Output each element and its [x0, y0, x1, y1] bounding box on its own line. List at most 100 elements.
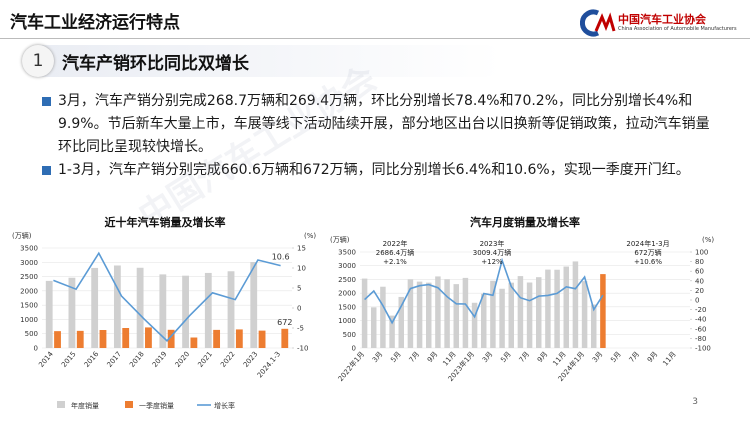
bar: [145, 327, 152, 348]
bar: [545, 269, 551, 348]
bar: [227, 271, 235, 348]
bar: [490, 280, 496, 348]
bar: [235, 329, 243, 348]
x-tick-label: 2016: [83, 350, 101, 369]
x-tick-label: 2024.1-3: [256, 350, 282, 379]
annotation: +10.6%: [634, 258, 662, 266]
y-tick-label: 2500: [338, 276, 356, 284]
y-tick-label: 3500: [338, 249, 356, 257]
x-tick-label: 2017: [105, 350, 123, 369]
y-tick-label: 1000: [338, 317, 356, 325]
bar: [68, 277, 76, 348]
bar: [572, 261, 579, 348]
x-tick-label: 2022: [219, 350, 237, 369]
annotation: 672万辆: [634, 248, 661, 257]
charts: 近十年汽车销量及增长率 (万辆) (%) 0 500 1000 1500 2000 2500 30…: [12, 215, 714, 410]
logo-text: 中国汽车工业协会: [618, 13, 706, 26]
x-tick-label: 3月: [591, 350, 605, 364]
y-tick-label: 3500: [20, 245, 38, 253]
x-tick-label: 5月: [609, 350, 623, 364]
bar: [371, 307, 377, 348]
bar: [91, 267, 99, 348]
y-tick-label: 500: [25, 330, 38, 338]
y2-tick-label: 5: [297, 285, 301, 293]
y-axis-label: (万辆): [330, 235, 350, 244]
x-tick-label: 2020: [174, 350, 192, 369]
line: [364, 257, 604, 325]
x-tick-label: 2021: [196, 350, 214, 369]
legend-swatch: [57, 401, 65, 408]
bar: [581, 281, 588, 348]
bar: [407, 279, 414, 348]
x-tick-label: 2018: [128, 350, 146, 369]
bar: [444, 279, 450, 348]
bullet: 1-3月，汽车产销分别完成660.6万辆和672万辆，同比分别增长6.4%和10…: [42, 159, 722, 182]
x-tick-label: 7月: [518, 350, 532, 364]
bar: [499, 288, 505, 348]
bar: [99, 330, 107, 348]
bar: [361, 278, 368, 348]
y2-tick-label: 20: [695, 287, 704, 295]
section-number: 1: [22, 45, 54, 77]
bar: [453, 284, 459, 348]
x-tick-label: 5月: [499, 350, 513, 364]
legend-swatch: [125, 401, 133, 408]
y2-tick-label: -100: [695, 345, 711, 353]
bullet-list: 3月，汽车产销分别完成268.7万辆和269.4万辆，环比分别增长78.4%和7…: [42, 90, 722, 182]
annotation: +2.1%: [383, 258, 407, 266]
bar: [258, 330, 266, 348]
x-tick-label: 2019: [151, 350, 169, 369]
y-tick-label: 1500: [338, 303, 356, 311]
y2-axis-label: (%): [304, 232, 316, 240]
legend-label: 年度销量: [71, 401, 99, 410]
x-tick-label: 9月: [426, 350, 440, 364]
bar: [471, 302, 478, 348]
bar: [554, 269, 560, 348]
y-tick-label: 2000: [338, 290, 356, 298]
x-tick-label: 9月: [536, 350, 550, 364]
x-tick-label: 11月: [441, 350, 457, 367]
data-label: 10.6: [272, 253, 290, 262]
y2-tick-label: 80: [695, 258, 704, 266]
chart-title: 近十年汽车销量及增长率: [105, 215, 226, 229]
x-tick-label: 2022年1月: [336, 350, 366, 384]
y-tick-label: 500: [343, 331, 356, 339]
y-tick-label: 3000: [338, 262, 356, 270]
y2-tick-label: -10: [297, 345, 308, 353]
annotation: 2024年1-3月: [626, 239, 669, 248]
section-title: 汽车产销环比同比双增长: [62, 54, 249, 74]
line: [53, 251, 281, 342]
bar: [167, 329, 175, 348]
logo-subtext: China Association of Automobile Manufact…: [618, 26, 737, 32]
x-tick-label: 3月: [481, 350, 495, 364]
bar: [76, 330, 84, 348]
x-tick-label: 2023: [242, 350, 260, 369]
annotation: 2022年: [383, 239, 408, 248]
bar: [591, 304, 597, 348]
y2-tick-label: 100: [695, 249, 708, 257]
x-tick-label: 9月: [646, 350, 660, 364]
x-tick-label: 11月: [551, 350, 567, 367]
bar: [600, 274, 606, 348]
bar: [190, 337, 198, 348]
y-tick-label: 1000: [20, 316, 38, 324]
data-label: 672: [277, 318, 292, 327]
logo-icon: [580, 9, 616, 37]
slide-title: 汽车工业经济运行特点: [10, 13, 180, 33]
y-tick-label: 3000: [20, 259, 38, 267]
bar: [250, 262, 258, 348]
bar: [416, 281, 423, 348]
x-tick-label: 2015: [60, 350, 78, 369]
y2-tick-label: 15: [297, 245, 306, 253]
legend-label: 一季度销量: [139, 401, 174, 410]
section-banner: 1 汽车产销环比同比双增长: [22, 45, 502, 77]
bar: [526, 282, 533, 348]
y-tick-label: 0: [34, 345, 38, 353]
bar: [136, 267, 144, 348]
chart-title: 汽车月度销量及增长率: [470, 215, 580, 229]
x-tick-label: 7月: [628, 350, 642, 364]
bar: [45, 280, 53, 348]
y-axis-label: (万辆): [12, 231, 32, 240]
y2-tick-label: -80: [695, 335, 706, 343]
